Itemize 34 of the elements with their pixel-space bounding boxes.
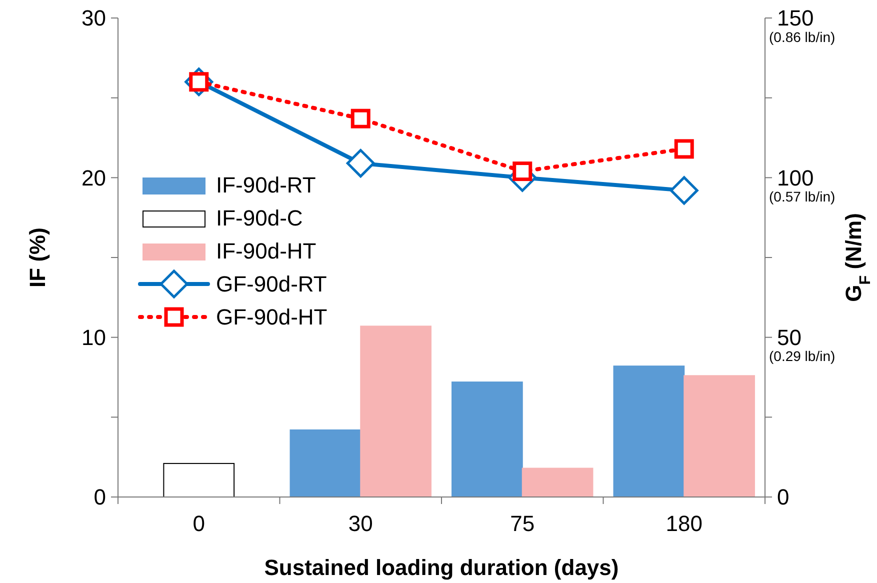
x-tick-label: 180 [666, 511, 702, 536]
legend-label: IF-90d-HT [216, 238, 316, 264]
x-tick-label: 75 [510, 511, 535, 536]
y2-tick-label: 150 [777, 6, 814, 31]
y2-tick-label: 50 [777, 325, 802, 350]
point [670, 176, 698, 205]
legend-label: IF-90d-C [216, 206, 303, 231]
y-axis-title: IF (%) [25, 228, 50, 288]
bar [360, 326, 432, 498]
y2-tick-label: 0 [777, 484, 790, 510]
bar [613, 366, 685, 498]
legend-label: GF-90d-HT [216, 304, 328, 330]
x-axis-title: Sustained loading duration (days) [264, 555, 619, 580]
bar [684, 375, 755, 498]
point [350, 108, 370, 128]
y-tick-label: 0 [94, 484, 106, 510]
text: (0.57 lb/in) [769, 188, 836, 205]
x-tick-label: 30 [348, 511, 373, 536]
legend-label: GF-90d-RT [216, 272, 327, 297]
x-tick-label: 0 [192, 511, 205, 536]
y-tick-label: 10 [82, 325, 106, 350]
y2-tick-label: 100 [777, 165, 814, 190]
point [346, 149, 375, 178]
point [674, 139, 694, 159]
y-tick-label: 30 [82, 6, 106, 31]
text: (0.29 lb/in) [769, 348, 836, 364]
bar [452, 382, 523, 498]
point [512, 162, 532, 182]
legend-label: IF-90d-RT [216, 172, 316, 198]
bar [163, 462, 235, 498]
y-tick-label: 20 [82, 165, 106, 190]
text: (0.86 lb/in) [769, 28, 836, 45]
bar [290, 429, 362, 498]
bar [522, 468, 594, 498]
